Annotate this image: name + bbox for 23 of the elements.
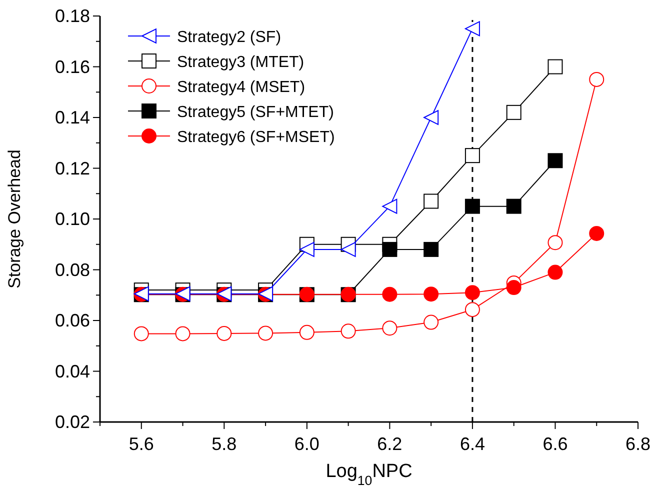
y-axis-title: Storage Overhead	[5, 150, 24, 288]
y-tick-label: 0.18	[54, 6, 90, 26]
y-tick-label: 0.16	[54, 56, 90, 77]
x-tick-label: 6.6	[542, 434, 568, 454]
x-tick-label: 6.8	[625, 434, 651, 454]
x-tick-label: 6.4	[460, 434, 485, 454]
y-tick-label: 0.02	[54, 412, 90, 432]
x-tick-label: 5.6	[128, 434, 154, 454]
y-tick-label: 0.08	[54, 260, 90, 280]
y-tick-label: 0.14	[54, 108, 90, 128]
x-tick-label: 6.2	[377, 434, 402, 454]
y-tick-label: 0.06	[54, 310, 90, 330]
legend-label: Strategy3 (MTET)	[177, 54, 304, 71]
y-tick-label: 0.04	[54, 361, 90, 382]
y-tick-label: 0.12	[54, 158, 90, 178]
legend-label: Strategy6 (SF+MSET)	[177, 129, 335, 146]
x-axis-title: Log$_{10}$NPC	[326, 461, 412, 488]
x-tick-label: 5.8	[212, 434, 237, 454]
y-tick-label: 0.10	[54, 209, 90, 229]
legend-label: Strategy2 (SF)	[177, 29, 282, 46]
legend-label: Strategy4 (MSET)	[177, 79, 306, 96]
x-tick-label: 6.0	[294, 434, 320, 454]
legend-label: Strategy5 (SF+MTET)	[177, 104, 334, 121]
